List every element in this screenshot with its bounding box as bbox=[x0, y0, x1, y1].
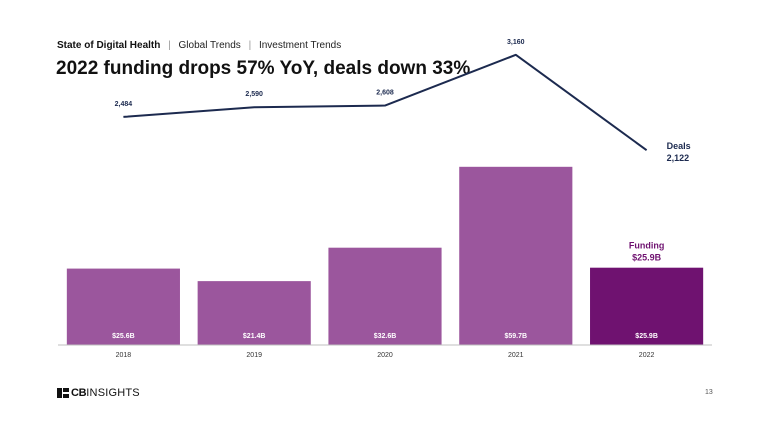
funding-bar-label: $59.7B bbox=[505, 333, 528, 340]
logo-text-bold: CB bbox=[71, 387, 87, 399]
x-tick-label: 2021 bbox=[508, 352, 524, 359]
breadcrumb-section: Global Trends bbox=[178, 40, 241, 51]
funding-bar-label: $32.6B bbox=[374, 333, 397, 340]
page-title: 2022 funding drops 57% YoY, deals down 3… bbox=[56, 58, 471, 79]
deals-data-label: 2,608 bbox=[376, 90, 394, 97]
deals-data-label: 2,590 bbox=[245, 91, 263, 98]
breadcrumb-separator: | bbox=[248, 40, 252, 51]
deals-legend-value: 2,122 bbox=[667, 153, 690, 163]
deals-line bbox=[123, 53, 648, 151]
breadcrumb: State of Digital Health | Global Trends … bbox=[57, 40, 341, 51]
logo-text: INSIGHTS bbox=[86, 387, 140, 399]
deals-legend-label: Deals bbox=[667, 141, 691, 151]
funding-bar bbox=[197, 281, 311, 345]
breadcrumb-separator: | bbox=[168, 40, 171, 51]
deals-data-label: 2,484 bbox=[115, 101, 133, 108]
x-tick-label: 2020 bbox=[377, 352, 393, 359]
funding-bar bbox=[66, 268, 180, 345]
funding-bar-label: $25.9B bbox=[635, 333, 658, 340]
funding-bar bbox=[459, 166, 573, 345]
x-tick-label: 2019 bbox=[246, 352, 262, 359]
funding-legend-value: $25.9B bbox=[632, 253, 662, 263]
deals-data-label: 3,160 bbox=[507, 39, 525, 46]
funding-bar-label: $25.6B bbox=[112, 333, 135, 340]
funding-legend-label: Funding bbox=[629, 241, 665, 251]
cb-insights-logo: CB INSIGHTS bbox=[57, 387, 140, 399]
breadcrumb-subsection: Investment Trends bbox=[258, 40, 342, 51]
x-tick-label: 2018 bbox=[116, 352, 132, 359]
page-number: 13 bbox=[705, 389, 713, 396]
funding-bar-label: $21.4B bbox=[243, 333, 266, 340]
cb-logo-mark-icon bbox=[57, 388, 69, 398]
funding-bar bbox=[590, 267, 704, 345]
breadcrumb-report: State of Digital Health bbox=[57, 40, 161, 51]
funding-bar bbox=[328, 247, 442, 345]
x-tick-label: 2022 bbox=[639, 352, 655, 359]
